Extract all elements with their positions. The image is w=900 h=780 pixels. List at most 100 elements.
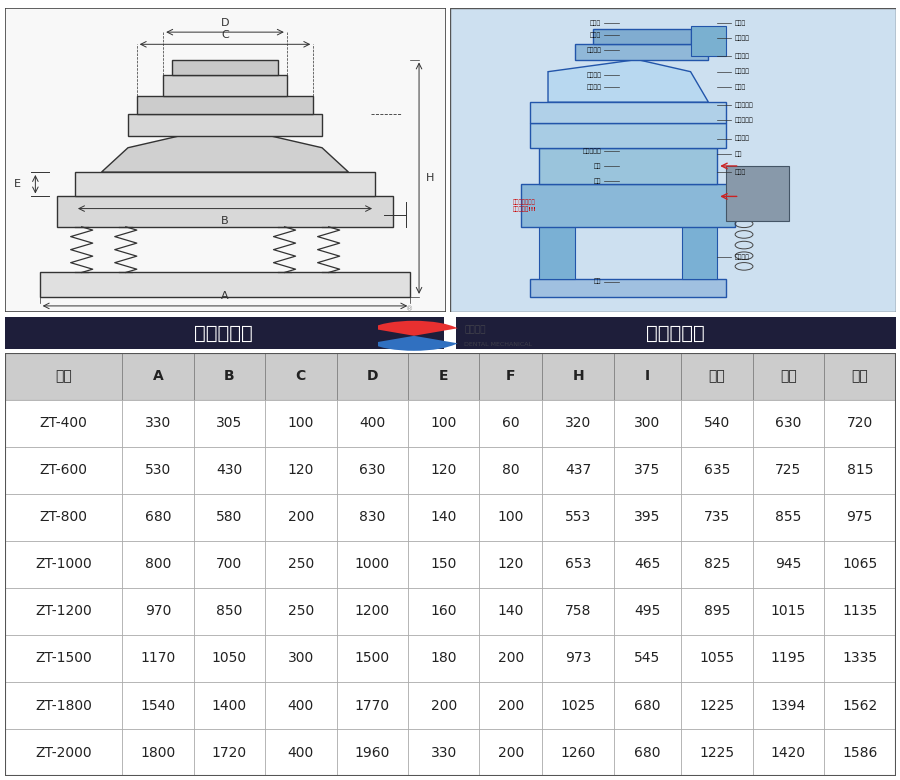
Text: 1400: 1400 (212, 699, 247, 712)
Text: D: D (220, 18, 230, 27)
FancyBboxPatch shape (137, 96, 313, 114)
FancyBboxPatch shape (128, 114, 322, 136)
Text: 300: 300 (634, 417, 661, 430)
Polygon shape (102, 136, 348, 172)
FancyBboxPatch shape (530, 278, 726, 297)
Text: H: H (426, 173, 434, 183)
Text: 320: 320 (565, 417, 591, 430)
Text: ZT-400: ZT-400 (40, 417, 87, 430)
Text: 540: 540 (704, 417, 730, 430)
FancyBboxPatch shape (172, 59, 278, 75)
Text: ®: ® (406, 307, 413, 312)
Text: 1055: 1055 (699, 651, 734, 665)
Text: 250: 250 (288, 558, 314, 571)
Text: 外形尺寸图: 外形尺寸图 (194, 324, 253, 342)
Text: 100: 100 (430, 417, 457, 430)
Text: ZT-600: ZT-600 (40, 463, 87, 477)
Text: 100: 100 (498, 510, 524, 524)
Text: 250: 250 (288, 604, 314, 619)
Text: 一层: 一层 (708, 369, 725, 383)
Text: 465: 465 (634, 558, 661, 571)
Text: 1015: 1015 (770, 604, 806, 619)
Text: 553: 553 (565, 510, 591, 524)
Text: 辰宸机械: 辰宸机械 (464, 324, 486, 334)
Text: 振体: 振体 (735, 151, 742, 157)
Text: 筛网法兰: 筛网法兰 (735, 69, 750, 74)
Text: 1025: 1025 (561, 699, 596, 712)
Text: 进料口: 进料口 (735, 20, 746, 26)
Text: 850: 850 (216, 604, 242, 619)
Text: 720: 720 (847, 417, 873, 430)
Text: ZT-2000: ZT-2000 (35, 746, 92, 760)
Wedge shape (371, 321, 457, 335)
Text: A: A (221, 292, 229, 301)
Text: 630: 630 (775, 417, 802, 430)
Text: 1800: 1800 (140, 746, 176, 760)
Text: 653: 653 (565, 558, 591, 571)
Text: 758: 758 (565, 604, 591, 619)
Text: 弹簧: 弹簧 (594, 179, 601, 184)
FancyBboxPatch shape (4, 8, 446, 312)
FancyBboxPatch shape (575, 44, 708, 59)
Text: 1420: 1420 (770, 746, 806, 760)
Text: 1195: 1195 (770, 651, 806, 665)
FancyBboxPatch shape (4, 541, 896, 588)
FancyBboxPatch shape (539, 147, 717, 184)
Text: I: I (645, 369, 650, 383)
Text: H: H (572, 369, 584, 383)
Text: 1000: 1000 (355, 558, 390, 571)
Text: 830: 830 (359, 510, 385, 524)
Text: 300: 300 (288, 651, 314, 665)
FancyBboxPatch shape (58, 197, 392, 227)
Text: 305: 305 (216, 417, 242, 430)
FancyBboxPatch shape (521, 184, 735, 227)
Text: ZT-1500: ZT-1500 (35, 651, 92, 665)
Text: 100: 100 (288, 417, 314, 430)
Wedge shape (371, 335, 457, 351)
Text: 1562: 1562 (842, 699, 878, 712)
Text: 200: 200 (498, 651, 524, 665)
FancyBboxPatch shape (40, 272, 410, 297)
Text: 495: 495 (634, 604, 661, 619)
Text: 下部重锤: 下部重锤 (735, 254, 750, 260)
FancyBboxPatch shape (450, 8, 896, 312)
Text: 1200: 1200 (355, 604, 390, 619)
Text: 1225: 1225 (699, 746, 734, 760)
Text: ZT-800: ZT-800 (40, 510, 87, 524)
FancyBboxPatch shape (4, 353, 896, 399)
Text: 400: 400 (359, 417, 385, 430)
FancyBboxPatch shape (4, 729, 896, 776)
Text: 330: 330 (145, 417, 171, 430)
Text: 中部框架: 中部框架 (587, 72, 601, 77)
Text: 1135: 1135 (842, 604, 878, 619)
Text: 970: 970 (145, 604, 171, 619)
Text: 815: 815 (847, 463, 873, 477)
Text: 150: 150 (430, 558, 457, 571)
Text: 945: 945 (775, 558, 802, 571)
Text: 80: 80 (502, 463, 520, 477)
Text: 180: 180 (430, 651, 457, 665)
Text: 200: 200 (430, 699, 457, 712)
Text: 120: 120 (288, 463, 314, 477)
Text: ZT-1200: ZT-1200 (35, 604, 92, 619)
Text: 底部框架: 底部框架 (587, 84, 601, 90)
FancyBboxPatch shape (530, 102, 726, 123)
Text: 400: 400 (288, 746, 314, 760)
FancyBboxPatch shape (592, 29, 690, 44)
Text: 330: 330 (430, 746, 457, 760)
FancyBboxPatch shape (726, 166, 788, 221)
FancyBboxPatch shape (4, 588, 896, 635)
Text: 1540: 1540 (140, 699, 176, 712)
Text: 辅助筛网: 辅助筛网 (735, 35, 750, 41)
Text: 1394: 1394 (770, 699, 806, 712)
Text: DENTAL MECHANICAL: DENTAL MECHANICAL (464, 342, 533, 347)
Text: ZT-1000: ZT-1000 (35, 558, 92, 571)
Text: 975: 975 (847, 510, 873, 524)
Text: 三层: 三层 (851, 369, 868, 383)
Text: 855: 855 (775, 510, 802, 524)
Text: 700: 700 (216, 558, 242, 571)
Text: 140: 140 (498, 604, 524, 619)
Text: 895: 895 (704, 604, 730, 619)
Text: 上部重锤: 上部重锤 (735, 136, 750, 141)
Text: 120: 120 (430, 463, 457, 477)
